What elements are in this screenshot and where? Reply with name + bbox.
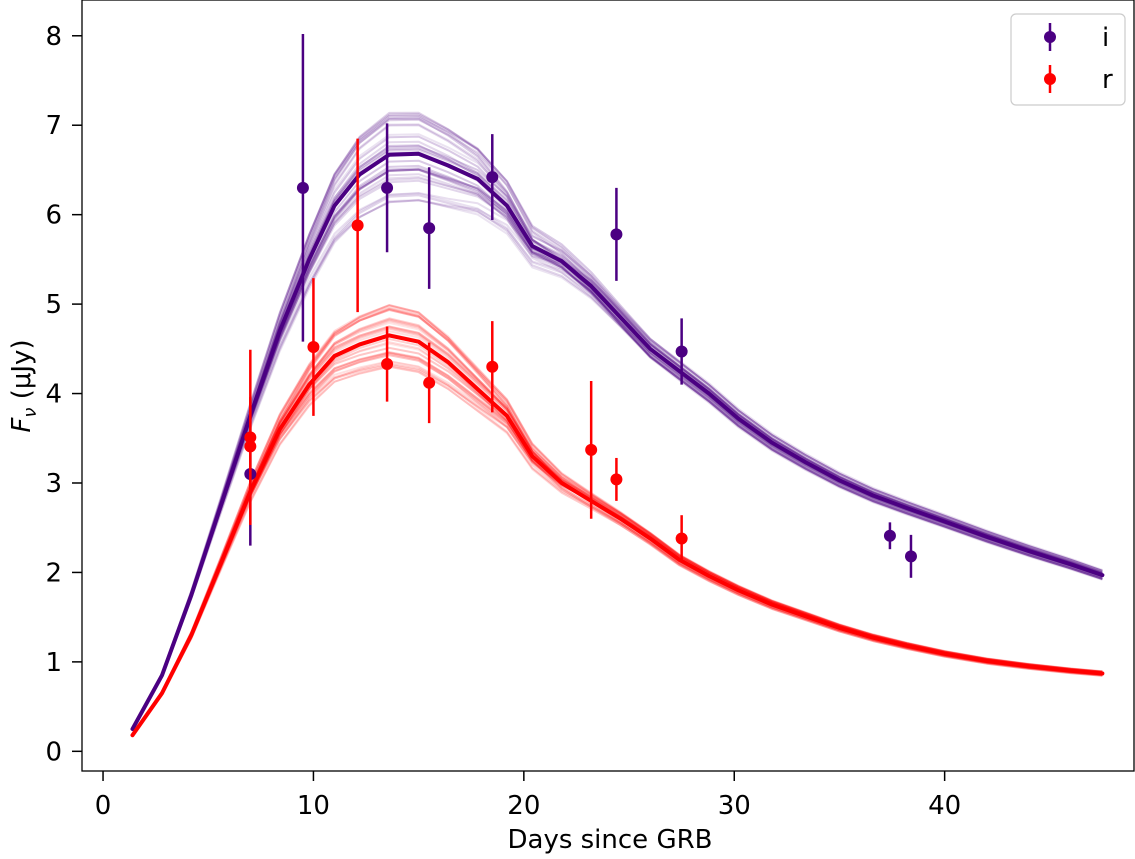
- model-realisation-i: [131, 114, 1103, 730]
- data-point-i: [381, 181, 394, 194]
- data-point-r: [610, 473, 623, 486]
- y-tick-label: 5: [45, 290, 62, 320]
- legend-entry-r: r: [1044, 65, 1113, 95]
- data-point-i: [883, 529, 896, 542]
- model-realisation-i: [131, 164, 1103, 730]
- model-lines-layer: [130, 111, 1105, 738]
- y-axis: 0 1 2 3 4 5 6 7 8: [45, 22, 82, 767]
- data-points-r: [244, 138, 688, 562]
- y-tick-label: 0: [45, 737, 62, 767]
- y-axis-title-subscript: ν: [20, 408, 41, 418]
- y-tick-label: 3: [45, 469, 62, 499]
- plot-background: [82, 0, 1135, 771]
- data-point-r: [307, 341, 320, 354]
- model-realisation-r: [131, 309, 1103, 736]
- data-point-r: [351, 219, 364, 232]
- data-points-layer: [244, 33, 917, 578]
- x-axis: 0 10 20 30 40: [95, 771, 961, 821]
- model-realisation-i: [131, 198, 1103, 730]
- y-tick-label: 2: [45, 558, 62, 588]
- model-realisation-r: [131, 365, 1103, 737]
- legend-entry-i: i: [1044, 23, 1109, 53]
- model-realisation-r: [131, 360, 1103, 737]
- model-realisation-r: [131, 321, 1103, 736]
- model-ensemble-r: [130, 304, 1105, 738]
- x-tick-label: 30: [718, 791, 751, 821]
- model-realisation-i: [131, 194, 1103, 730]
- x-tick-label: 10: [297, 791, 330, 821]
- legend-label-r: r: [1102, 65, 1113, 95]
- x-tick-label: 0: [95, 791, 112, 821]
- model-realisation-i: [131, 177, 1103, 729]
- model-realisation-r: [131, 306, 1103, 736]
- model-realisation-i: [131, 113, 1103, 730]
- model-realisation-i: [131, 145, 1103, 729]
- legend-i-marker: [1044, 31, 1056, 43]
- model-realisation-i: [131, 192, 1103, 729]
- data-point-i: [296, 181, 309, 194]
- y-axis-title-unit: (μJy): [7, 339, 37, 407]
- model-ensemble-i: [130, 111, 1105, 731]
- data-point-r: [675, 532, 688, 545]
- x-tick-label: 20: [507, 791, 540, 821]
- x-tick-label: 40: [928, 791, 961, 821]
- data-point-r: [244, 440, 257, 453]
- model-realisation-r: [131, 335, 1103, 737]
- x-axis-title: Days since GRB: [507, 825, 712, 855]
- plot-frame: [81, 0, 1135, 772]
- model-realisation-i: [131, 124, 1103, 730]
- data-point-i: [423, 222, 436, 235]
- model-realisation-i: [131, 168, 1103, 730]
- data-point-i: [610, 228, 623, 241]
- model-realisation-r: [131, 338, 1103, 737]
- data-point-i: [675, 345, 688, 358]
- y-tick-label: 8: [45, 22, 62, 52]
- data-point-r: [486, 360, 499, 373]
- y-axis-title: Fν (μJy): [7, 339, 41, 432]
- data-point-r: [381, 358, 394, 371]
- model-median-line-r: [130, 333, 1105, 738]
- legend-frame: [1010, 13, 1126, 106]
- data-point-r: [423, 376, 436, 389]
- y-axis-title-symbol: F: [7, 417, 37, 433]
- y-tick-label: 7: [45, 111, 62, 141]
- legend: i r: [1010, 13, 1126, 106]
- y-tick-label: 4: [45, 380, 62, 410]
- y-tick-label: 6: [45, 201, 62, 231]
- model-realisation-r: [131, 325, 1103, 736]
- data-point-i: [904, 550, 917, 563]
- data-point-r: [585, 443, 598, 456]
- model-realisation-r: [131, 325, 1103, 736]
- model-realisation-i: [131, 116, 1103, 729]
- model-realisation-i: [131, 133, 1103, 730]
- legend-label-i: i: [1102, 23, 1109, 53]
- data-point-i: [486, 171, 499, 184]
- model-median-line-i: [130, 151, 1105, 731]
- legend-r-marker: [1044, 73, 1056, 85]
- y-tick-label: 1: [45, 648, 62, 678]
